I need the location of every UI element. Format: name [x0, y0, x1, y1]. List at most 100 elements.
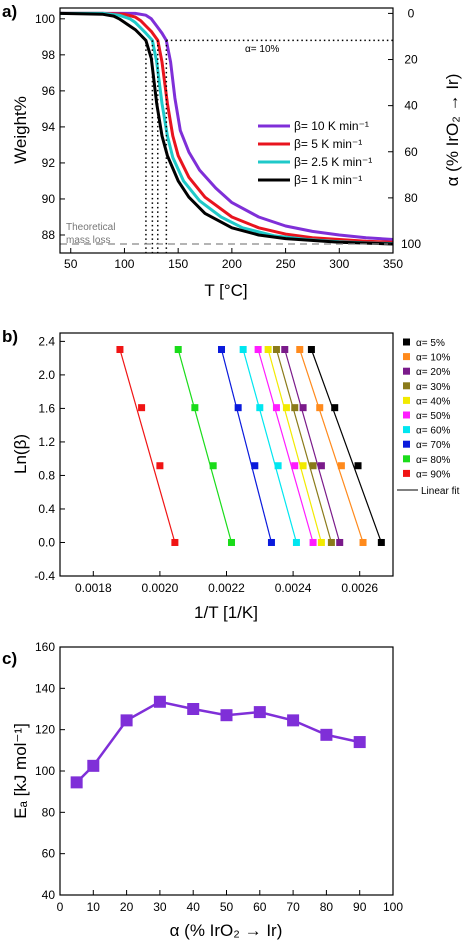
- c-ytick-label: 160: [35, 640, 55, 654]
- a-y2tick-label: 40: [404, 99, 418, 113]
- b-point-6-3: [239, 346, 247, 354]
- b-legend-label: α= 5%: [416, 338, 445, 349]
- b-legend-label: α= 20%: [416, 367, 451, 378]
- panel-c-series-line: [70, 695, 366, 789]
- a-y2tick-label: 0: [408, 6, 415, 20]
- b-legend-label: α= 60%: [416, 426, 451, 437]
- panel-c-ylabel: Eₐ [kJ mol⁻¹]: [11, 723, 30, 819]
- b-fit-line-0: [310, 349, 382, 543]
- a-y2tick-label: 60: [404, 145, 418, 159]
- b-legend-swatch: [403, 440, 410, 448]
- b-xtick-label: 0.0026: [341, 581, 378, 595]
- b-point-8-2: [191, 404, 199, 412]
- b-legend-label: α= 50%: [416, 411, 451, 422]
- c-point-2: [120, 714, 133, 727]
- a-ytick-label: 96: [42, 84, 56, 98]
- c-point-1: [87, 759, 100, 772]
- b-point-9-0: [171, 538, 179, 546]
- b-point-5-2: [272, 404, 280, 412]
- c-point-8: [320, 728, 333, 741]
- a-ytick-label: 100: [35, 12, 55, 26]
- a-y2tick-label: 20: [404, 53, 418, 67]
- panel-c-xlabel: α (% IrO₂ → Ir): [170, 921, 283, 940]
- c-ytick-label: 40: [42, 888, 56, 902]
- a-xtick-label: 300: [329, 257, 349, 271]
- a-xtick-label: 250: [276, 257, 296, 271]
- a-xtick-label: 350: [383, 257, 403, 271]
- b-ytick-label: 0.4: [38, 502, 55, 516]
- b-point-9-1: [156, 462, 164, 470]
- b-fit-line-9: [119, 349, 176, 543]
- c-ytick-label: 140: [35, 681, 55, 695]
- c-xtick-label: 0: [57, 900, 64, 914]
- c-xtick-label: 80: [320, 900, 334, 914]
- c-ytick-label: 80: [42, 805, 56, 819]
- b-point-3-1: [309, 462, 317, 470]
- b-legend-swatch: [403, 396, 410, 404]
- c-ytick-label: 100: [35, 764, 55, 778]
- panel-c-ticks: 0 10 20 30 40 50 60 70 80 90 100 40 60 80 100 120 140 160: [35, 640, 403, 914]
- b-ytick-label: 2.0: [38, 368, 55, 382]
- c-ytick-label: 120: [35, 723, 55, 737]
- b-legend-label: α= 40%: [416, 396, 451, 407]
- a-xtick-label: 50: [64, 257, 78, 271]
- b-point-2-3: [281, 346, 289, 354]
- panel-b-legend: α= 5% α= 10% α= 20% α= 30% α= 40% α= 50% α= 60…: [397, 338, 460, 497]
- b-point-0-2: [331, 404, 339, 412]
- b-point-5-3: [254, 346, 262, 354]
- panel-a-annotation: α= 10%: [245, 44, 280, 55]
- b-point-3-3: [272, 346, 280, 354]
- b-point-6-0: [292, 538, 300, 546]
- b-xtick-label: 0.0022: [208, 581, 245, 595]
- c-xtick-label: 50: [220, 900, 234, 914]
- b-point-5-0: [309, 538, 317, 546]
- b-point-2-1: [317, 462, 325, 470]
- c-point-5: [220, 709, 233, 722]
- panel-b-points: [116, 346, 385, 546]
- b-fit-line-7: [220, 349, 273, 543]
- b-point-8-0: [227, 538, 235, 546]
- panel-a-plot-frame: [59, 7, 394, 254]
- b-legend-swatch: [403, 367, 410, 375]
- panel-a-theoretical-label-line2: mass loss: [66, 235, 110, 246]
- b-fit-line-2: [284, 349, 341, 543]
- panel-a-guide-lines: [60, 39, 393, 253]
- b-xtick-label: 0.0018: [75, 581, 112, 595]
- b-point-1-0: [359, 538, 367, 546]
- c-xtick-label: 20: [120, 900, 134, 914]
- a-ytick-label: 88: [42, 228, 56, 242]
- b-point-0-3: [307, 346, 315, 354]
- c-point-7: [287, 714, 300, 727]
- b-point-4-1: [299, 462, 307, 470]
- c-point-9: [353, 736, 366, 749]
- b-fit-line-3: [275, 349, 332, 543]
- c-point-4: [187, 703, 200, 715]
- panel-b-xlabel: 1/T [1/K]: [194, 603, 258, 622]
- a-series-line-0: [60, 11, 394, 241]
- c-xtick-label: 10: [87, 900, 101, 914]
- a-legend-label: β= 5 K min⁻¹: [294, 137, 362, 151]
- c-xtick-label: 60: [253, 900, 267, 914]
- c-ytick-label: 60: [42, 847, 56, 861]
- a-xtick-label: 200: [222, 257, 242, 271]
- a-ytick-label: 90: [42, 192, 56, 206]
- a-legend-label: β= 2.5 K min⁻¹: [294, 155, 372, 169]
- a-series-line-1: [60, 11, 394, 244]
- b-ytick-label: 1.6: [38, 401, 55, 415]
- b-legend-swatch: [403, 338, 410, 346]
- b-legend-label: α= 90%: [416, 469, 451, 480]
- b-ytick-label: 1.2: [38, 435, 55, 449]
- b-point-3-2: [291, 404, 299, 412]
- b-legend-label: α= 70%: [416, 440, 451, 451]
- b-legend-swatch: [403, 353, 410, 361]
- b-ytick-label: 0.8: [38, 468, 55, 482]
- a-xtick-label: 100: [114, 257, 134, 271]
- panel-a-theoretical-label-line1: Theoretical: [66, 222, 115, 233]
- b-fit-line-6: [242, 349, 298, 543]
- panel-c-label: c): [2, 649, 17, 668]
- b-point-7-2: [234, 404, 242, 412]
- panel-a-y2label: α (% IrO₂ → Ir): [443, 74, 462, 187]
- b-legend-swatch: [403, 411, 410, 419]
- panel-a-legend: β= 10 K min⁻¹ β= 5 K min⁻¹ β= 2.5 K min⁻¹ β…: [258, 119, 372, 187]
- a-y2tick-label: 100: [401, 237, 421, 251]
